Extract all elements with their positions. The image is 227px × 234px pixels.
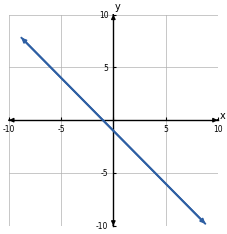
- Text: x: x: [219, 111, 225, 121]
- Text: y: y: [114, 3, 120, 12]
